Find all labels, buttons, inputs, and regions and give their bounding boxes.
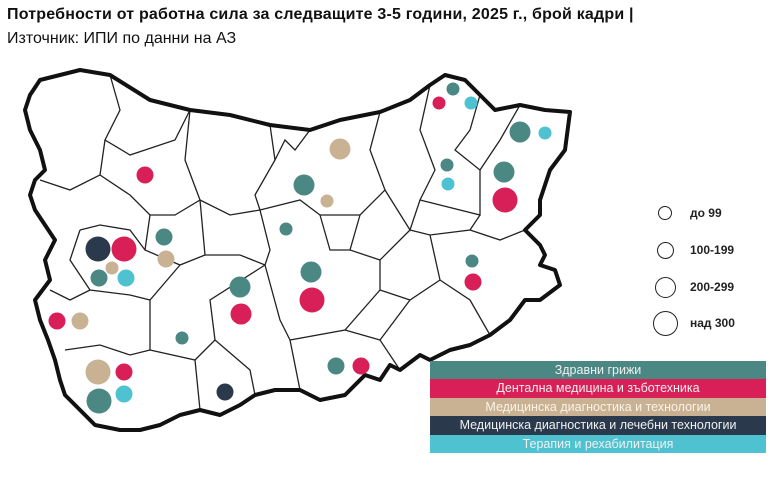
bubble-health (327, 357, 345, 375)
bubble-health (279, 222, 293, 236)
bubble-diag (71, 312, 89, 330)
size-legend-label: до 99 (690, 206, 722, 220)
size-circle-icon (656, 241, 674, 259)
bubble-health (175, 331, 189, 345)
bubble-health (86, 388, 112, 414)
size-legend-item: до 99 (655, 201, 722, 225)
bubble-health (493, 161, 515, 183)
bubble-diag (320, 194, 334, 208)
bubble-dental (464, 273, 482, 291)
bubble-health (440, 158, 454, 172)
bubble-dental (230, 303, 252, 325)
bubble-dental (48, 312, 66, 330)
bubble-diag (105, 261, 119, 275)
category-legend-diag: Медицинска диагностика и технологии (430, 397, 766, 417)
bubble-dental (111, 236, 137, 262)
source-note: Източник: ИПИ по данни на АЗ (7, 30, 237, 47)
bubble-diag (85, 359, 111, 385)
bubble-health (229, 276, 251, 298)
category-legend-health: Здравни грижи (430, 361, 766, 380)
bubble-diag (329, 138, 351, 160)
bubble-therapy (117, 269, 135, 287)
size-legend-label: 200-299 (690, 280, 735, 294)
bubble-health (90, 269, 108, 287)
bubble-therapy (538, 126, 552, 140)
size-legend-item: 200-299 (654, 275, 734, 299)
bubble-health (300, 261, 322, 283)
bubble-health (465, 254, 479, 268)
size-legend-label: 100-199 (690, 243, 735, 257)
size-circle-icon (654, 276, 676, 298)
bubble-layer (48, 82, 552, 414)
bubble-therapy (464, 96, 478, 110)
bubble-diag (157, 250, 175, 268)
bubble-health (509, 121, 531, 143)
bubble-health (293, 174, 315, 196)
size-legend-label: над 300 (690, 316, 735, 330)
bubble-dental (115, 363, 133, 381)
bubble-therapy (115, 385, 133, 403)
category-legend-therapy: Терапия и рехабилитация (430, 434, 766, 453)
region-borders (39, 74, 526, 411)
size-legend-item: над 300 (652, 310, 735, 336)
size-circle-icon (652, 310, 678, 336)
category-legend-treat: Медицинска диагностика и лечебни техноло… (430, 416, 766, 435)
category-legend: Здравни грижи Дентална медицина и зъботех… (430, 361, 766, 453)
bubble-health (155, 228, 173, 246)
chart-title: Потребности от работна сила за следващит… (7, 6, 634, 23)
bubble-dental (492, 187, 518, 213)
bubble-dental (136, 166, 154, 184)
bubble-treat (85, 236, 111, 262)
bubble-dental (352, 357, 370, 375)
size-circle-icon (658, 206, 672, 220)
bubble-treat (216, 383, 234, 401)
bubble-dental (299, 287, 325, 313)
bulgaria-outline (23, 68, 572, 432)
bubble-health (446, 82, 460, 96)
bubble-therapy (441, 177, 455, 191)
bubble-dental (432, 96, 446, 110)
size-legend-item: 100-199 (655, 238, 734, 262)
category-legend-dental: Дентална медицина и зъботехника (430, 379, 766, 398)
